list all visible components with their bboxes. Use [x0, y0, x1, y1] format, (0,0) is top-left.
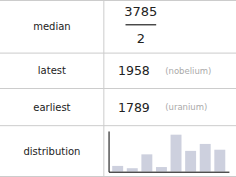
row-line: [0, 0, 236, 1]
bar: [127, 168, 138, 171]
x-axis-line: [109, 172, 229, 173]
y-axis: [109, 131, 110, 172]
row-label: median: [33, 21, 71, 32]
chart: median 3785 2 latest 1958 (nobelium) earliest 1…: [0, 0, 236, 177]
bar: [156, 167, 167, 172]
bar: [200, 144, 211, 172]
row-line: [0, 125, 236, 126]
x-axis: [109, 172, 229, 173]
row-annotation: (uranium): [165, 102, 207, 112]
denominator: 2: [137, 31, 145, 46]
bar: [141, 154, 152, 171]
row-value: 1789: [118, 100, 150, 115]
fraction-bar: [126, 24, 157, 25]
row-label: earliest: [33, 102, 70, 113]
column-line: [103, 0, 104, 177]
row-label: distribution: [23, 146, 80, 157]
row-line: [0, 176, 236, 177]
table-texts: median 3785 2 latest 1958 (nobelium) earliest 1…: [23, 4, 211, 157]
numerator: 3785: [124, 4, 157, 19]
row-line: [0, 53, 236, 54]
row-annotation: (nobelium): [165, 66, 211, 76]
bar: [171, 135, 182, 172]
bar: [185, 151, 196, 172]
row-label: latest: [38, 65, 66, 76]
bars: [112, 135, 225, 172]
row-line: [0, 88, 236, 89]
table-lines: [0, 0, 236, 177]
y-axis-line: [109, 131, 110, 172]
bar: [214, 150, 225, 172]
row-value: 1958: [118, 63, 150, 78]
bar: [112, 166, 123, 172]
